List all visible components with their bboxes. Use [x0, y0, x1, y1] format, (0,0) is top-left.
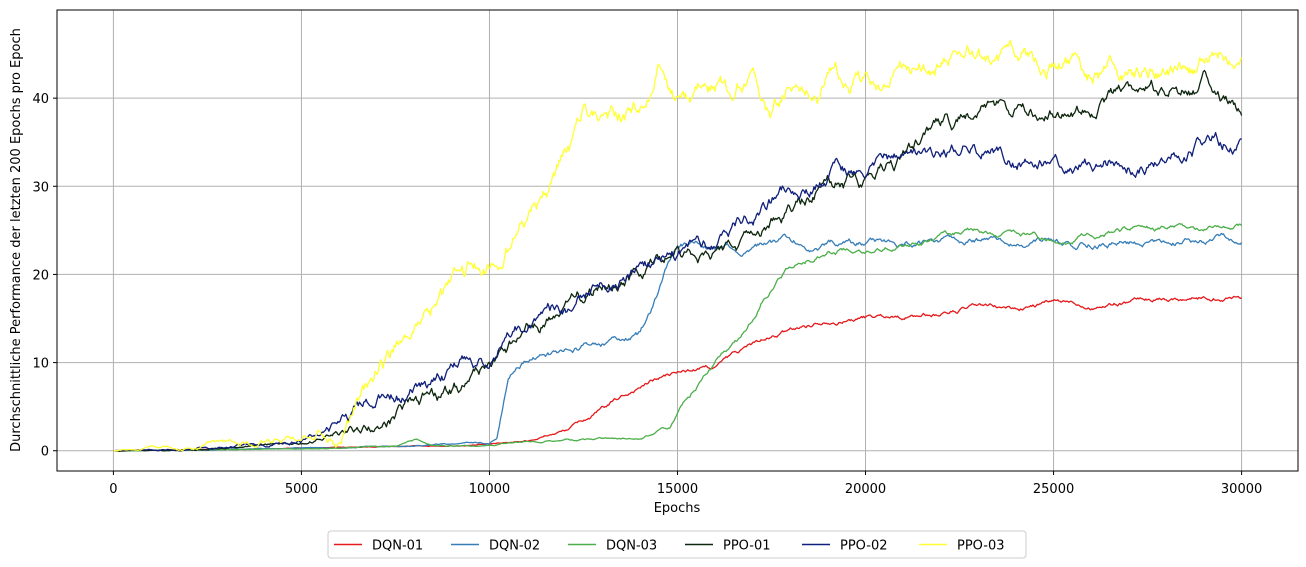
series-line-dqn-03	[113, 222, 1243, 452]
legend-label: DQN-02	[489, 539, 540, 554]
x-tick-label: 30000	[1221, 482, 1262, 497]
legend-label: PPO-03	[957, 539, 1005, 554]
x-tick-label: 25000	[1033, 482, 1074, 497]
axis-ticks: 0 5000 10000 15000 20000 25000 30000 0 10 20 30 40	[32, 92, 1262, 497]
y-tick-label: 0	[41, 445, 49, 460]
series-line-ppo-01	[113, 69, 1243, 452]
legend-label: PPO-01	[723, 539, 771, 554]
legend-label: PPO-02	[840, 539, 888, 554]
y-axis-label: Durchschnittliche Performance der letzte…	[9, 28, 24, 452]
x-axis-label: Epochs	[654, 501, 701, 516]
legend: DQN-01 DQN-02 DQN-03 PPO-01 PPO-02 PPO-03	[327, 530, 1027, 559]
y-tick-label: 40	[32, 92, 49, 107]
x-tick-label: 10000	[469, 482, 510, 497]
series-line-ppo-02	[113, 131, 1242, 452]
x-tick-label: 15000	[657, 482, 698, 497]
x-tick-label: 0	[109, 482, 117, 497]
series-layer	[113, 39, 1243, 452]
legend-frame	[327, 530, 1027, 559]
x-tick-label: 5000	[285, 482, 318, 497]
y-tick-label: 20	[32, 268, 49, 283]
y-tick-label: 10	[32, 357, 49, 372]
series-line-ppo-03	[113, 39, 1243, 452]
legend-label: DQN-03	[606, 539, 657, 554]
x-tick-label: 20000	[845, 482, 886, 497]
y-tick-label: 30	[32, 180, 49, 195]
legend-label: DQN-01	[372, 539, 423, 554]
